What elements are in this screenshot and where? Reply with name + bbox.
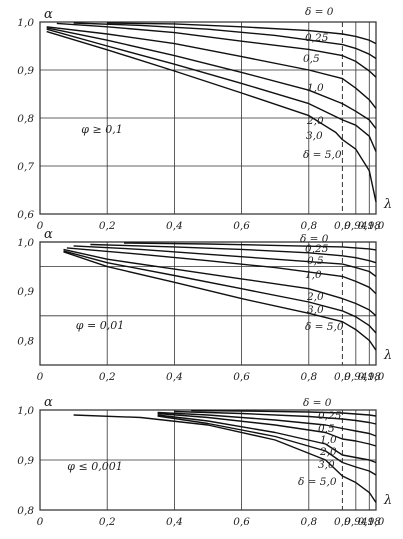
panel-1-x-tick-label: 0,8 (300, 220, 317, 232)
panel-3-x-tick-label: 0,8 (300, 516, 317, 528)
panel-1-series-label: 2,0 (306, 115, 324, 127)
panel-1-y-axis-label: α (44, 7, 53, 22)
panel-3-x-tick-label: 0,6 (233, 516, 250, 528)
panel-1-series-line (46, 28, 377, 152)
panel-1-series-line (107, 22, 377, 45)
panel-3-y-tick-label: 1,0 (17, 405, 34, 417)
panel-1-series-label: 3,0 (306, 130, 323, 142)
panel-2-x-tick-label: 0,4 (166, 371, 183, 383)
panel-3-series-label: 0,25 (318, 410, 342, 422)
panel-1-series-label: δ = 5,0 (303, 149, 342, 161)
panel-3-series-line (157, 415, 377, 476)
panel-2-y-tick-label: 1,0 (17, 237, 34, 249)
panel-2-series-label: δ = 0 (300, 233, 329, 245)
panel-3-series-label: 1,0 (320, 434, 337, 446)
panel-1-y-tick-label: 0,9 (17, 65, 34, 77)
panel-2-series-label: δ = 5,0 (305, 321, 344, 333)
panel-3-x-tick-label: 0,98 (358, 516, 382, 528)
panel-1-x-tick-label: 1,0 (368, 220, 385, 232)
panel-1-y-tick-label: 0,6 (17, 209, 34, 221)
panel-3-condition-label: φ ≤ 0,001 (67, 460, 122, 473)
panel-3-x-tick-label: 0,9 (334, 516, 351, 528)
panel-2-x-axis-label: λ (383, 348, 392, 363)
panel-1-x-tick-label: 0,98 (358, 220, 382, 232)
panel-2-series-line (63, 248, 377, 317)
panel-2-series-line (123, 242, 377, 251)
panel-3-series-line (73, 414, 377, 503)
panel-2-series-line (63, 250, 377, 334)
panel-2-series-label: 1,0 (305, 269, 322, 281)
panel-3-series-label: δ = 5,0 (298, 476, 337, 488)
panel-2-condition-label: φ = 0,01 (76, 319, 124, 332)
panel-2-y-tick-label: 0,8 (17, 335, 34, 347)
panel-2-series-line (90, 243, 377, 264)
panel-2-x-tick-label: 0,6 (233, 371, 250, 383)
panel-1-series-line (46, 30, 377, 203)
panel-1-x-tick-label: 0,2 (99, 220, 116, 232)
panel-1-y-tick-label: 0,7 (17, 161, 34, 173)
panel-2-x-tick-label: 0 (37, 371, 44, 383)
panel-3-series-line (157, 412, 377, 447)
panel-2-x-tick-label: 0,98 (358, 371, 382, 383)
panel-1-x-axis-label: λ (383, 197, 392, 212)
panel-2-series-label: 2,0 (306, 291, 324, 303)
panel-3-series-label: 3,0 (318, 459, 335, 471)
panel-2-x-tick-label: 0,94 (344, 371, 367, 383)
panel-3-series-line (174, 410, 377, 425)
panel-3-series-label: δ = 0 (303, 397, 332, 409)
panel-3-series-line (157, 411, 377, 437)
panel-2-series-label: 0,5 (307, 255, 324, 267)
panel-3-series-line (191, 409, 377, 417)
panel-3-x-axis-label: λ (383, 493, 392, 508)
panel-1-x-tick-label: 0 (37, 220, 44, 232)
panel-1-series-line (46, 26, 377, 109)
panel-2-series-line (66, 247, 377, 295)
panel-3-y-tick-label: 0,8 (17, 505, 34, 517)
panel-2-x-tick-label: 0,8 (300, 371, 317, 383)
panel-1-x-tick-label: 0,94 (344, 220, 367, 232)
panel-1-x-tick-label: 0,9 (334, 220, 351, 232)
panel-1-x-tick-label: 0,4 (166, 220, 183, 232)
panel-2-series-label: 0,25 (305, 243, 329, 255)
panel-2-y-tick-label: 0,9 (17, 286, 34, 298)
panel-2-series-label: 3,0 (307, 304, 324, 316)
panel-2-x-tick-label: 1,0 (368, 371, 385, 383)
panel-2-series-line (63, 251, 377, 351)
panel-3-x-tick-label: 0,94 (344, 516, 367, 528)
panel-1-series-line (56, 22, 377, 78)
panel-1-y-tick-label: 1,0 (17, 17, 34, 29)
panel-1-condition-label: φ ≥ 0,1 (81, 123, 122, 136)
panel-1-y-tick-label: 0,8 (17, 113, 34, 125)
panel-1-series-label: 0,5 (303, 53, 320, 65)
panel-1-series-line (73, 22, 377, 60)
panel-3-x-tick-label: 0 (37, 516, 44, 528)
panel-2-x-tick-label: 0,9 (334, 371, 351, 383)
panel-3-y-axis-label: α (44, 395, 53, 410)
panel-3-y-tick-label: 0,9 (17, 455, 34, 467)
panel-3-x-tick-label: 0,2 (99, 516, 116, 528)
panel-1-series-label: δ = 0 (305, 6, 334, 18)
panel-2-y-axis-label: α (44, 227, 53, 242)
panel-1-x-tick-label: 0,6 (233, 220, 250, 232)
panel-2-x-tick-label: 0,2 (99, 371, 116, 383)
panel-1-series-line (46, 27, 377, 130)
panel-3-x-tick-label: 1,0 (368, 516, 385, 528)
panel-1-series-label: 0,25 (305, 32, 329, 44)
panel-3-x-tick-label: 0,4 (166, 516, 183, 528)
panel-3-series-line (157, 414, 377, 464)
panel-2-series-line (73, 245, 377, 277)
